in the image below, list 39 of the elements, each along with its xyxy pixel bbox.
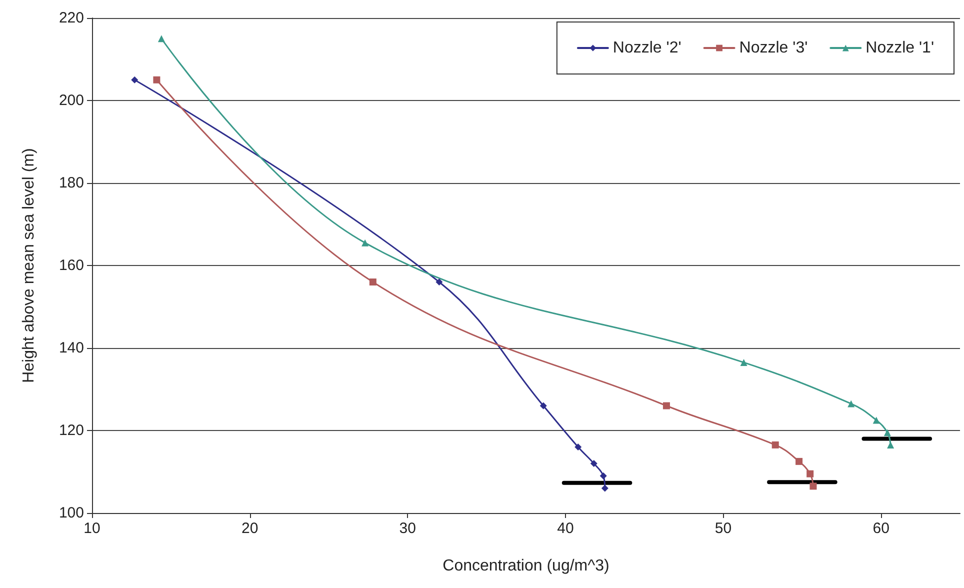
point bbox=[540, 402, 547, 410]
point bbox=[806, 470, 814, 478]
point bbox=[601, 484, 608, 492]
point bbox=[362, 239, 369, 246]
x-axis-title: Concentration (ug/m^3) bbox=[442, 558, 610, 574]
x-tick-label: 60 bbox=[872, 520, 890, 537]
point bbox=[872, 416, 880, 424]
x-tick-label: 40 bbox=[557, 520, 574, 537]
x-tick-label: 20 bbox=[241, 520, 258, 537]
y-tick-label: 140 bbox=[58, 340, 84, 356]
legend-label: Nozzle '1' bbox=[866, 40, 934, 56]
y-tick-label: 200 bbox=[58, 92, 84, 109]
point bbox=[884, 429, 891, 436]
point bbox=[574, 444, 582, 450]
point bbox=[131, 76, 138, 84]
point bbox=[662, 402, 670, 410]
point bbox=[848, 400, 855, 408]
point bbox=[369, 278, 376, 286]
point bbox=[158, 35, 165, 42]
y-tick-label: 180 bbox=[58, 174, 84, 192]
y-axis-title: Height above mean sea level (m) bbox=[20, 148, 38, 383]
y-tick-label: 220 bbox=[58, 10, 84, 26]
point bbox=[796, 458, 803, 465]
point bbox=[153, 76, 160, 84]
legend-label: Nozzle '3' bbox=[739, 40, 808, 56]
point bbox=[590, 460, 598, 467]
x-tick-label: 30 bbox=[399, 520, 416, 537]
y-tick-label: 100 bbox=[58, 504, 84, 522]
y-tick-label: 160 bbox=[58, 257, 84, 274]
y-tick-label: 120 bbox=[58, 422, 84, 439]
point bbox=[436, 278, 443, 286]
x-tick-label: 50 bbox=[714, 520, 732, 537]
point bbox=[772, 441, 779, 448]
point bbox=[600, 472, 607, 480]
point bbox=[887, 441, 894, 448]
point bbox=[740, 358, 748, 366]
point bbox=[810, 482, 817, 490]
legend-label: Nozzle '2' bbox=[612, 40, 682, 56]
x-tick-label: 10 bbox=[84, 520, 100, 537]
